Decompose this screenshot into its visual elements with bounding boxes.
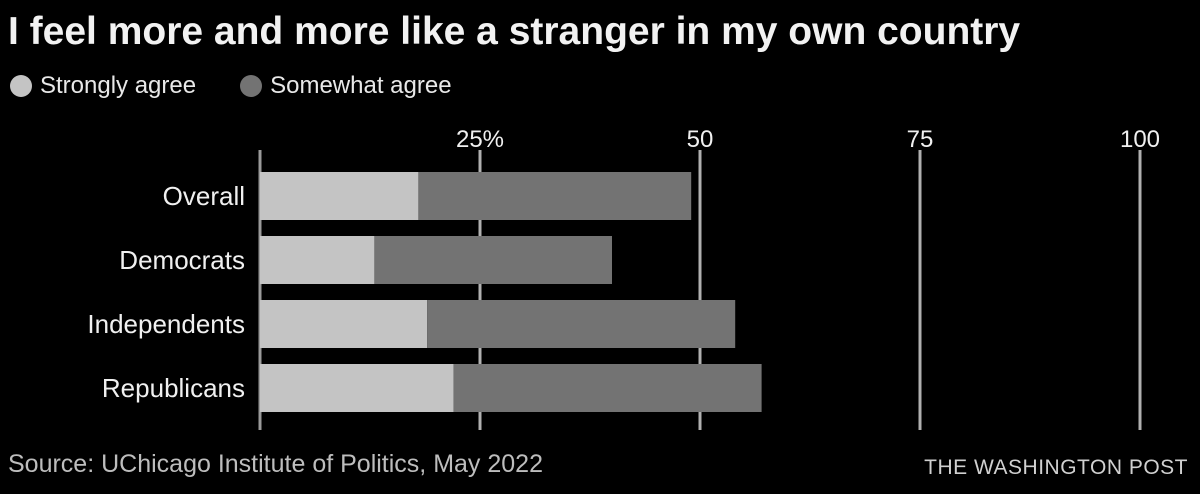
bar-somewhat-democrats xyxy=(374,236,612,284)
category-label: Overall xyxy=(163,181,245,211)
legend-swatch-strongly-agree xyxy=(10,75,32,97)
bar-somewhat-independents xyxy=(427,300,736,348)
legend-item-strongly-agree: Strongly agree xyxy=(10,72,196,100)
category-label: Independents xyxy=(87,309,245,339)
x-tick-label: 75 xyxy=(907,126,934,153)
bar-strongly-democrats xyxy=(260,236,375,284)
bar-strongly-republicans xyxy=(260,364,454,412)
bar-strongly-overall xyxy=(260,172,419,220)
bar-somewhat-republicans xyxy=(453,364,762,412)
credit: THE WASHINGTON POST xyxy=(924,456,1188,479)
legend-item-somewhat-agree: Somewhat agree xyxy=(240,72,452,100)
bar-strongly-independents xyxy=(260,300,428,348)
category-label: Republicans xyxy=(102,373,245,403)
x-tick-label: 25% xyxy=(456,126,504,153)
chart-title: I feel more and more like a stranger in … xyxy=(8,10,1021,53)
x-tick-label: 50 xyxy=(687,126,714,153)
legend-swatch-somewhat-agree xyxy=(240,75,263,97)
source-note: Source: UChicago Institute of Politics, … xyxy=(8,450,543,478)
x-tick-label: 100 xyxy=(1120,126,1160,153)
category-label: Democrats xyxy=(119,245,245,275)
legend-label: Somewhat agree xyxy=(270,72,452,99)
legend-label: Strongly agree xyxy=(40,72,197,99)
bar-somewhat-overall xyxy=(418,172,692,220)
legend: Strongly agree Somewhat agree xyxy=(10,72,452,100)
